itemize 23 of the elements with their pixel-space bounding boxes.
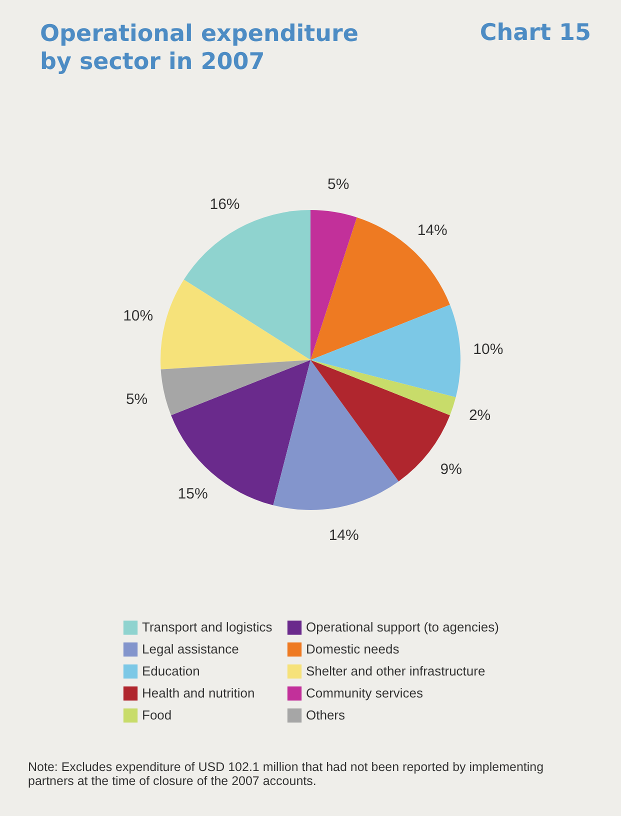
data-label: 10% — [473, 340, 504, 358]
data-label: 9% — [440, 461, 462, 478]
text: Note: Excludes expenditure of USD 102.1 million that had not been reported by implementing partners at the time of closure of the 2007 accounts. — [28, 760, 545, 788]
chart-title: Operational expenditure by sector in 2007 — [40, 20, 360, 76]
legend-label: Others — [306, 708, 346, 722]
legend-label: Shelter and other infrastructure — [306, 664, 486, 678]
legend-label: Legal assistance — [142, 642, 239, 656]
data-label: 5% — [328, 176, 350, 194]
legend-label: Education — [142, 664, 200, 678]
data-label: 5% — [126, 390, 148, 408]
data-label: 2% — [468, 407, 491, 424]
legend-label: Community services — [306, 686, 424, 700]
data-label: 16% — [210, 196, 240, 214]
legend-label: Health and nutrition — [142, 686, 255, 700]
legend-label: Food — [142, 708, 172, 722]
legend-label: Operational support (to agencies) — [306, 620, 499, 635]
data-label: 10% — [123, 308, 154, 325]
data-label: 15% — [178, 486, 208, 503]
caption: Chart 15 — [480, 20, 591, 46]
legend-label: Domestic needs — [306, 642, 400, 656]
legend-label: Transport and logistics — [142, 620, 273, 635]
data-label: 14% — [328, 526, 359, 544]
data-label: 14% — [417, 222, 448, 240]
